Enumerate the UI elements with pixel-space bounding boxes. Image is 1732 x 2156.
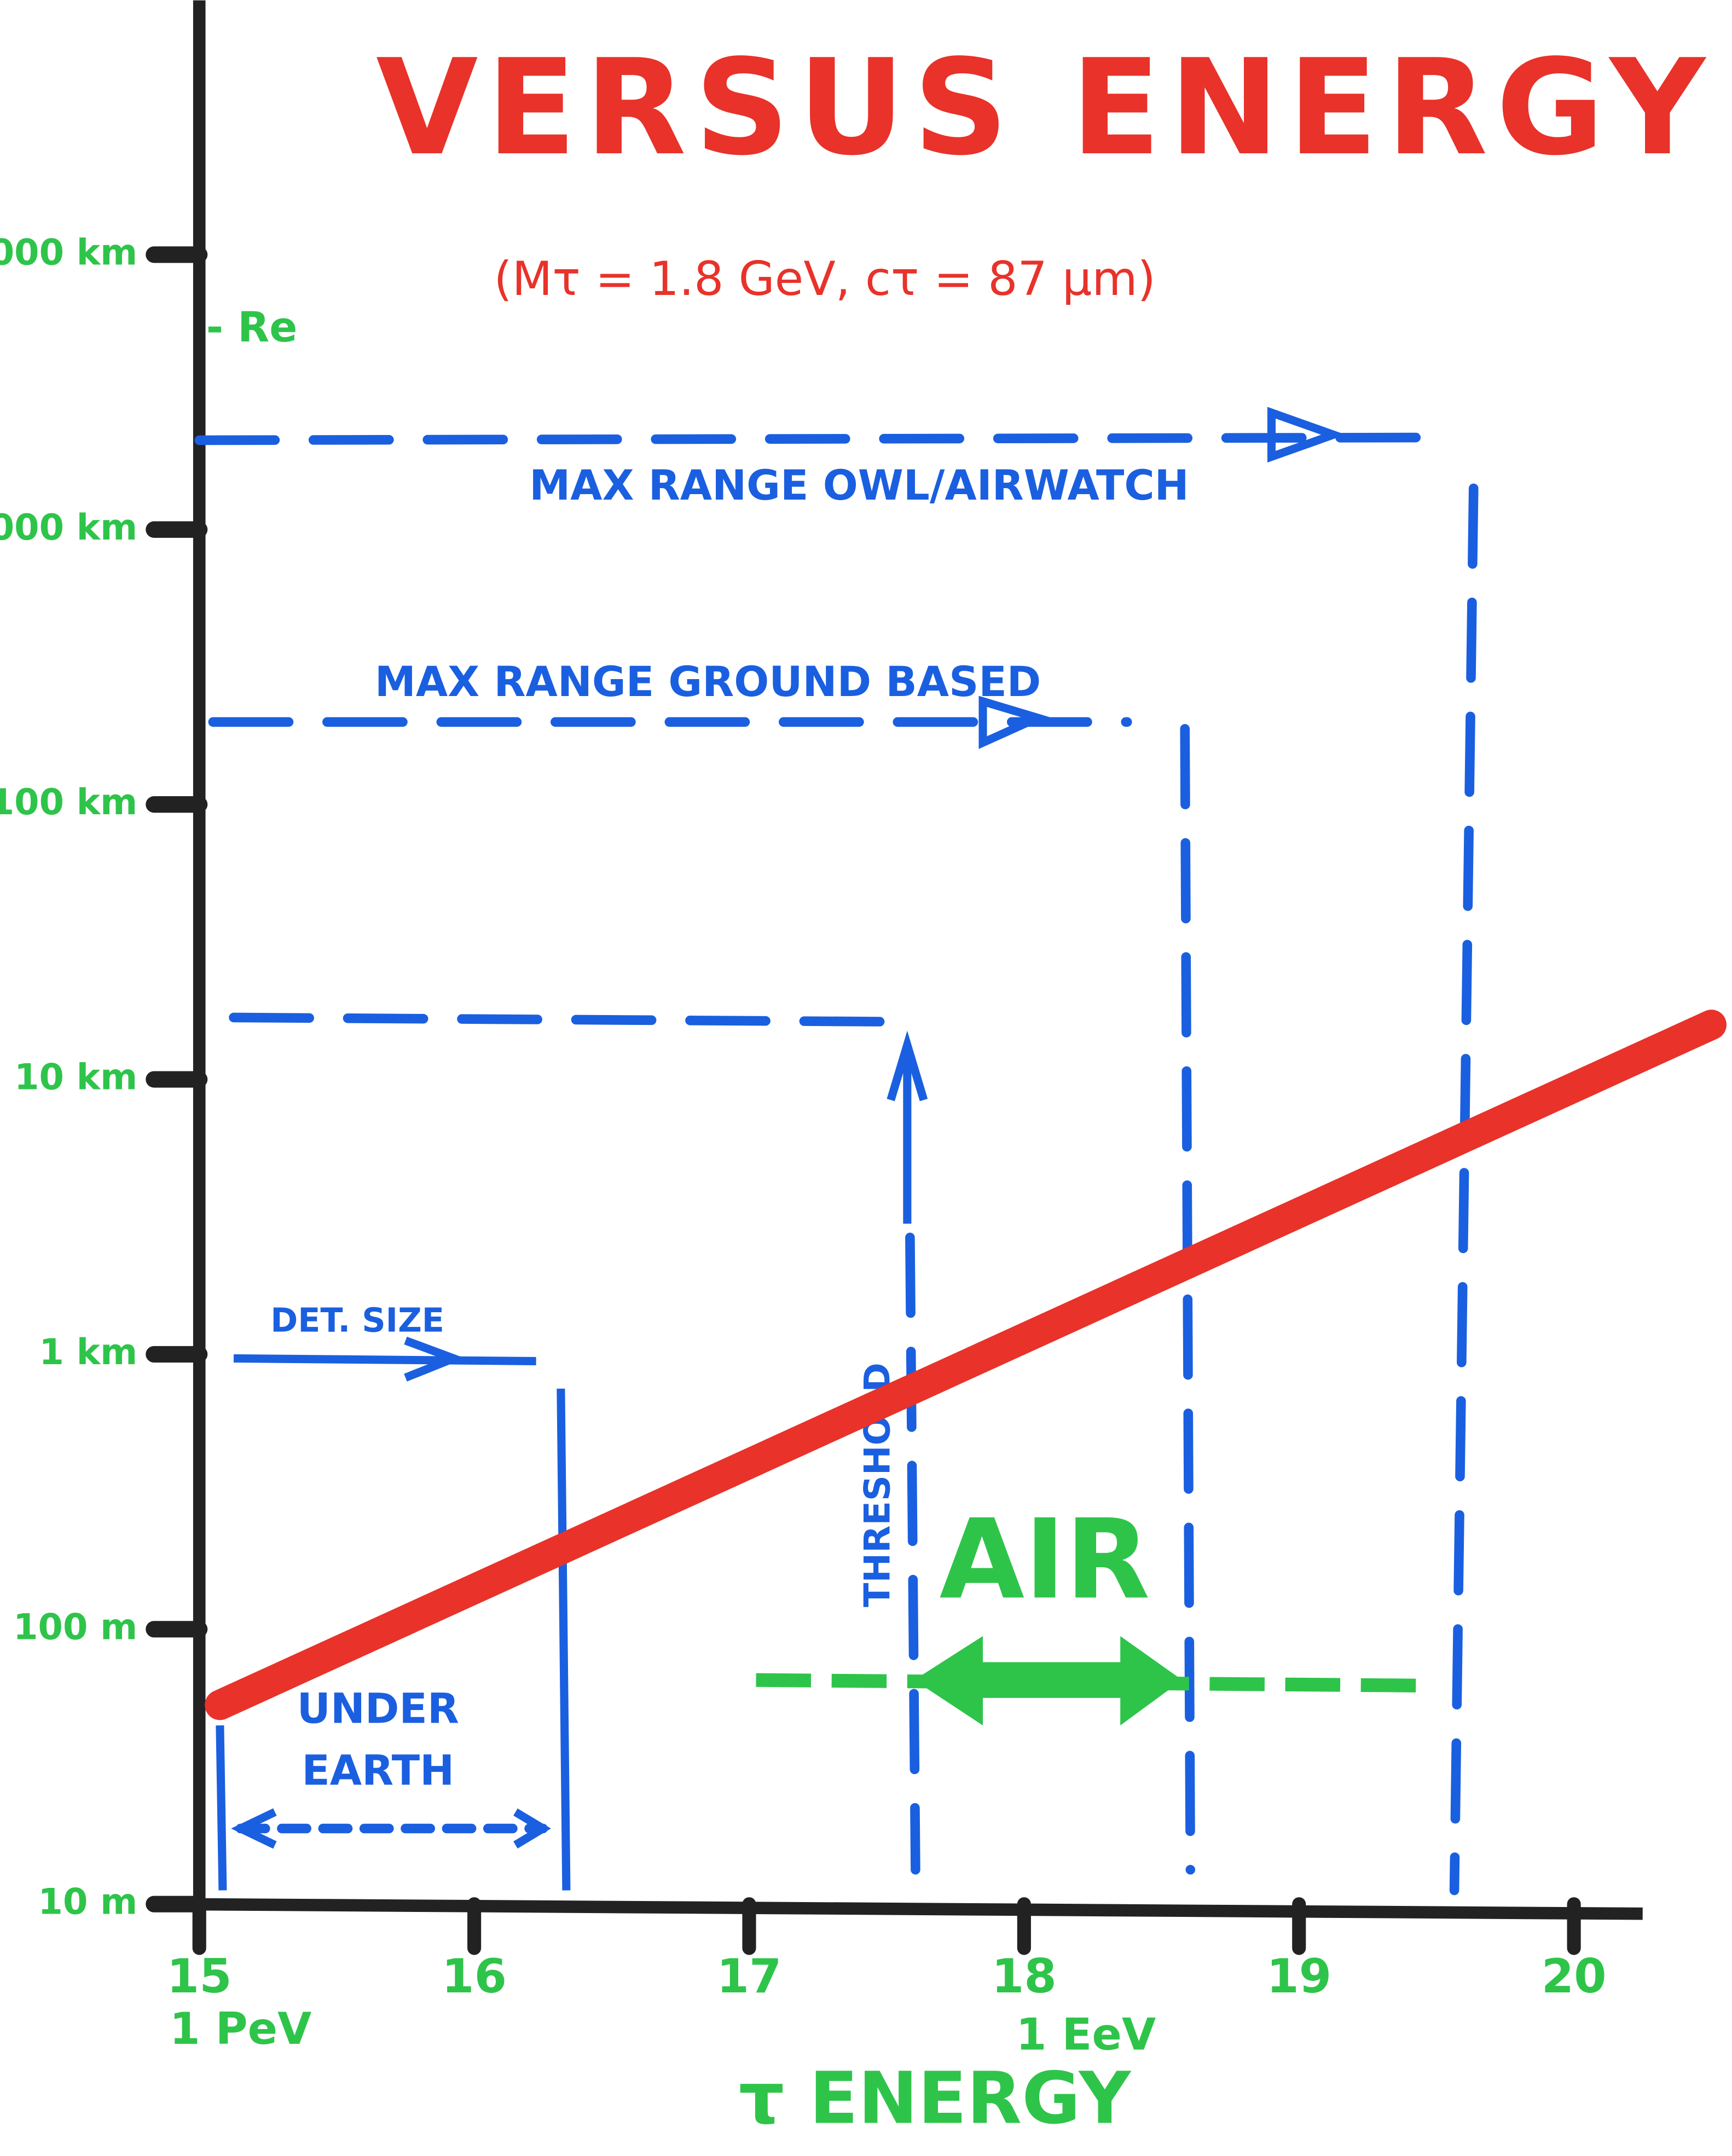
chart-title: VERSUS ENERGY	[376, 31, 1713, 184]
x-tick-label: 18	[992, 1950, 1057, 2004]
x-tick-label: 20	[1542, 1950, 1607, 2004]
det-size-vertical	[561, 1389, 566, 1891]
annotation: AIR	[940, 1496, 1150, 1624]
chart-subtitle: (Mτ = 1.8 GeV, cτ = 87 μm)	[494, 252, 1155, 306]
y-tick-label: 1000 km	[0, 507, 137, 548]
x-tick-label: 16	[442, 1950, 507, 2004]
owl-range-line	[199, 437, 1443, 440]
annotation: - Re	[206, 303, 298, 351]
x-tick-label: 19	[1266, 1950, 1331, 2004]
under-earth-vertical	[220, 1725, 223, 1890]
y-tick-label: 10 m	[38, 1881, 138, 1923]
annotation: 1 EeV	[1016, 2008, 1156, 2060]
x-tick-label: 17	[717, 1950, 782, 2004]
y-tick-label: 1 km	[39, 1331, 138, 1373]
x-tick-label: 15	[167, 1950, 232, 2004]
annotation: UNDER	[297, 1684, 459, 1732]
chart: VERSUS ENERGY (Mτ = 1.8 GeV, cτ = 87 μm)…	[0, 0, 1732, 2156]
annotation: MAX RANGE OWL/AIRWATCH	[529, 461, 1189, 509]
annotation: MAX RANGE GROUND BASED	[375, 658, 1041, 706]
annotation: EARTH	[302, 1747, 454, 1795]
x-axis-label: τ ENERGY	[739, 2057, 1131, 2140]
det-size-line	[234, 1358, 536, 1361]
y-tick-label: 100 km	[0, 781, 137, 823]
annotation: DET. SIZE	[270, 1302, 444, 1340]
y-tick-label: 10,000 km	[0, 231, 137, 273]
y-tick-label: 100 m	[13, 1606, 137, 1648]
ground-vertical	[1185, 729, 1190, 1870]
annotation: 1 PeV	[170, 2003, 312, 2054]
y-tick-label: 10 km	[14, 1057, 137, 1098]
